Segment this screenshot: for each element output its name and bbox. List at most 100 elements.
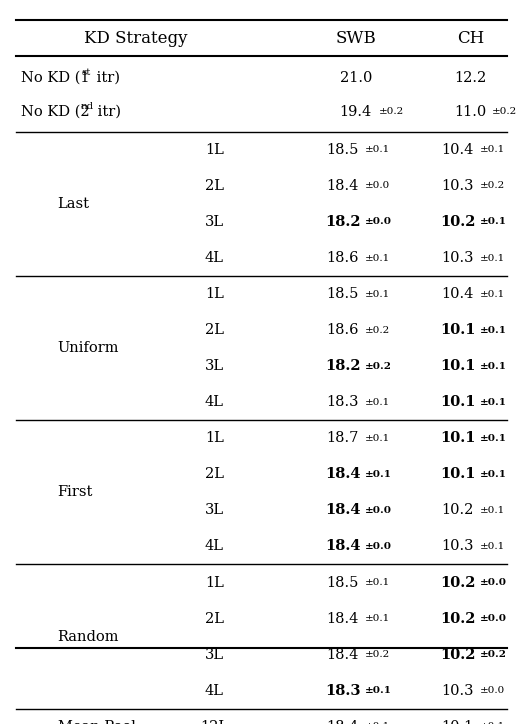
Text: nd: nd [81, 102, 94, 111]
Text: ±0.0: ±0.0 [365, 542, 392, 551]
Text: ±0.0: ±0.0 [365, 506, 392, 515]
Text: KD Strategy: KD Strategy [84, 30, 188, 46]
Text: 18.4: 18.4 [326, 720, 359, 724]
Text: itr): itr) [93, 105, 121, 119]
Text: 10.2: 10.2 [440, 215, 475, 229]
Text: 4L: 4L [205, 683, 224, 698]
Text: 21.0: 21.0 [340, 71, 372, 85]
Text: ±0.0: ±0.0 [365, 217, 392, 227]
Text: 10.1: 10.1 [440, 323, 475, 337]
Text: ±0.1: ±0.1 [365, 253, 390, 263]
Text: 10.2: 10.2 [442, 503, 474, 518]
Text: ±0.1: ±0.1 [480, 253, 506, 263]
Text: ±0.1: ±0.1 [365, 470, 392, 479]
Text: ±0.2: ±0.2 [365, 362, 392, 371]
Text: 18.4: 18.4 [325, 539, 361, 553]
Text: 18.3: 18.3 [326, 395, 359, 409]
Text: ±0.1: ±0.1 [365, 146, 390, 154]
Text: Mean Pool: Mean Pool [58, 720, 135, 724]
Text: 10.3: 10.3 [442, 539, 474, 553]
Text: ±0.1: ±0.1 [365, 290, 390, 298]
Text: st: st [81, 68, 91, 77]
Text: ±0.1: ±0.1 [480, 397, 507, 407]
Text: 1L: 1L [205, 432, 224, 445]
Text: 18.5: 18.5 [326, 576, 359, 589]
Text: ±0.1: ±0.1 [365, 614, 390, 623]
Text: 10.2: 10.2 [440, 648, 475, 662]
Text: 1L: 1L [205, 576, 224, 589]
Text: 3L: 3L [205, 503, 224, 518]
Text: itr): itr) [92, 71, 119, 85]
Text: 10.4: 10.4 [442, 287, 474, 301]
Text: No KD (2: No KD (2 [21, 105, 90, 119]
Text: 18.3: 18.3 [325, 683, 361, 698]
Text: ±0.1: ±0.1 [480, 506, 506, 515]
Text: ±0.2: ±0.2 [480, 182, 506, 190]
Text: 18.4: 18.4 [326, 612, 359, 626]
Text: 1L: 1L [205, 143, 224, 157]
Text: 18.4: 18.4 [325, 503, 361, 518]
Text: 4L: 4L [205, 395, 224, 409]
Text: 18.7: 18.7 [326, 432, 359, 445]
Text: No KD (1: No KD (1 [21, 71, 90, 85]
Text: ±0.0: ±0.0 [480, 578, 507, 587]
Text: ±0.2: ±0.2 [480, 650, 507, 659]
Text: 2L: 2L [205, 179, 224, 193]
Text: ±0.1: ±0.1 [480, 434, 507, 443]
Text: 12L: 12L [200, 720, 228, 724]
Text: 10.1: 10.1 [440, 395, 475, 409]
Text: ±0.2: ±0.2 [492, 107, 517, 117]
Text: ±0.1: ±0.1 [480, 362, 507, 371]
Text: 10.1: 10.1 [440, 432, 475, 445]
Text: 2L: 2L [205, 468, 224, 481]
Text: ±0.1: ±0.1 [480, 217, 507, 227]
Text: 18.6: 18.6 [326, 323, 359, 337]
Text: 3L: 3L [205, 648, 224, 662]
Text: 3L: 3L [205, 359, 224, 373]
Text: 10.1: 10.1 [440, 468, 475, 481]
Text: ±0.2: ±0.2 [365, 650, 390, 659]
Text: ±0.2: ±0.2 [365, 326, 390, 334]
Text: 4L: 4L [205, 251, 224, 265]
Text: 4L: 4L [205, 539, 224, 553]
Text: 19.4: 19.4 [340, 105, 372, 119]
Text: 18.2: 18.2 [325, 359, 361, 373]
Text: ±0.1: ±0.1 [480, 723, 506, 724]
Text: 10.3: 10.3 [442, 179, 474, 193]
Text: 10.4: 10.4 [442, 143, 474, 157]
Text: 18.4: 18.4 [325, 468, 361, 481]
Text: 18.5: 18.5 [326, 287, 359, 301]
Text: 18.6: 18.6 [326, 251, 359, 265]
Text: ±0.1: ±0.1 [365, 686, 392, 695]
Text: ±0.2: ±0.2 [379, 107, 405, 117]
Text: 18.2: 18.2 [325, 215, 361, 229]
Text: 18.4: 18.4 [326, 648, 359, 662]
Text: CH: CH [457, 30, 484, 46]
Text: 1L: 1L [205, 287, 224, 301]
Text: 11.0: 11.0 [455, 105, 487, 119]
Text: 2L: 2L [205, 323, 224, 337]
Text: ±0.0: ±0.0 [480, 686, 506, 695]
Text: 18.4: 18.4 [326, 179, 359, 193]
Text: ±0.1: ±0.1 [480, 542, 506, 551]
Text: 12.2: 12.2 [455, 71, 487, 85]
Text: ±0.1: ±0.1 [365, 397, 390, 407]
Text: 3L: 3L [205, 215, 224, 229]
Text: Uniform: Uniform [58, 341, 119, 355]
Text: 10.1: 10.1 [440, 359, 475, 373]
Text: SWB: SWB [335, 30, 376, 46]
Text: ±0.1: ±0.1 [365, 434, 390, 443]
Text: ±0.1: ±0.1 [480, 146, 506, 154]
Text: Last: Last [58, 197, 90, 211]
Text: ±0.1: ±0.1 [365, 578, 390, 587]
Text: ±0.1: ±0.1 [480, 326, 507, 334]
Text: ±0.1: ±0.1 [480, 290, 506, 298]
Text: ±0.1: ±0.1 [480, 470, 507, 479]
Text: ±0.1: ±0.1 [365, 723, 390, 724]
Text: Random: Random [58, 630, 119, 644]
Text: 10.2: 10.2 [440, 576, 475, 589]
Text: 2L: 2L [205, 612, 224, 626]
Text: ±0.0: ±0.0 [365, 182, 390, 190]
Text: 18.5: 18.5 [326, 143, 359, 157]
Text: ±0.0: ±0.0 [480, 614, 507, 623]
